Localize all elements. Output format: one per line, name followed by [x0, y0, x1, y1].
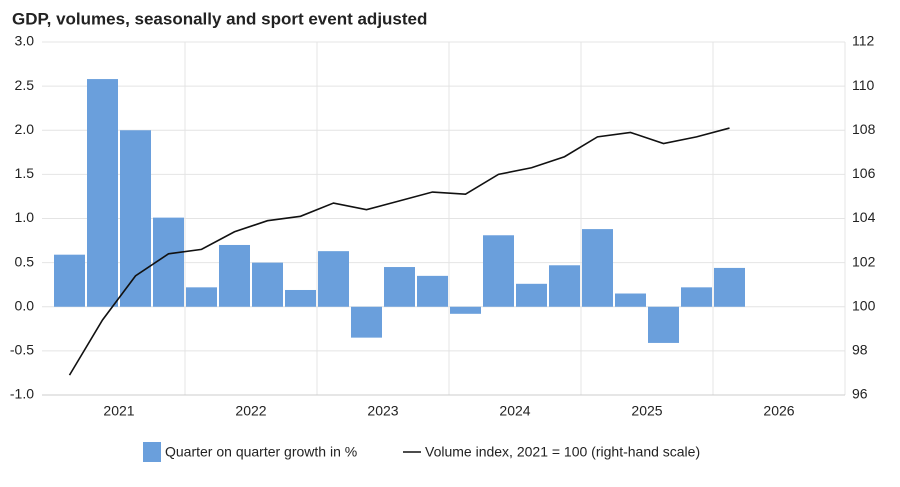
bar	[285, 289, 316, 307]
bar	[318, 251, 349, 307]
bar	[153, 217, 184, 307]
bar	[54, 254, 85, 307]
bar	[681, 287, 712, 307]
bar	[714, 267, 745, 307]
y2-tick-label: 96	[852, 386, 868, 402]
bar	[219, 244, 250, 307]
legend-label: Quarter on quarter growth in %	[165, 444, 357, 460]
bar	[87, 79, 118, 307]
x-tick-label: 2026	[763, 403, 794, 419]
y2-tick-label: 104	[852, 209, 876, 225]
bar	[120, 130, 151, 307]
bar	[483, 235, 514, 307]
bar	[582, 229, 613, 307]
bar	[516, 283, 547, 307]
bar	[648, 306, 679, 343]
x-tick-label: 2025	[631, 403, 662, 419]
y2-tick-label: 108	[852, 121, 876, 137]
y2-tick-label: 98	[852, 342, 868, 358]
bar	[615, 293, 646, 307]
x-tick-label: 2021	[103, 403, 134, 419]
bar	[549, 265, 580, 307]
y2-tick-label: 106	[852, 165, 876, 181]
chart-title: GDP, volumes, seasonally and sport event…	[12, 9, 427, 28]
x-tick-label: 2022	[235, 403, 266, 419]
y-tick-label: 0.0	[15, 297, 35, 313]
bar	[384, 267, 415, 307]
y-tick-label: 1.5	[15, 165, 35, 181]
bar	[450, 306, 481, 314]
bar	[186, 287, 217, 307]
y-tick-label: 3.0	[15, 33, 35, 49]
y-tick-label: -0.5	[10, 342, 34, 358]
y-tick-label: 2.0	[15, 121, 35, 137]
y2-tick-label: 100	[852, 297, 876, 313]
bar	[252, 262, 283, 307]
y-tick-label: -1.0	[10, 386, 34, 402]
bar	[417, 275, 448, 307]
y2-tick-label: 112	[852, 33, 875, 49]
x-tick-label: 2024	[499, 403, 530, 419]
x-tick-label: 2023	[367, 403, 398, 419]
line	[68, 127, 730, 376]
y-tick-label: 0.5	[15, 253, 35, 269]
bar	[351, 306, 382, 338]
legend-label: Volume index, 2021 = 100 (right-hand sca…	[425, 444, 700, 460]
legend-swatch	[143, 442, 161, 462]
y2-tick-label: 110	[852, 77, 875, 93]
y2-tick-label: 102	[852, 253, 876, 269]
y-tick-label: 2.5	[15, 77, 35, 93]
y-tick-label: 1.0	[15, 209, 35, 225]
